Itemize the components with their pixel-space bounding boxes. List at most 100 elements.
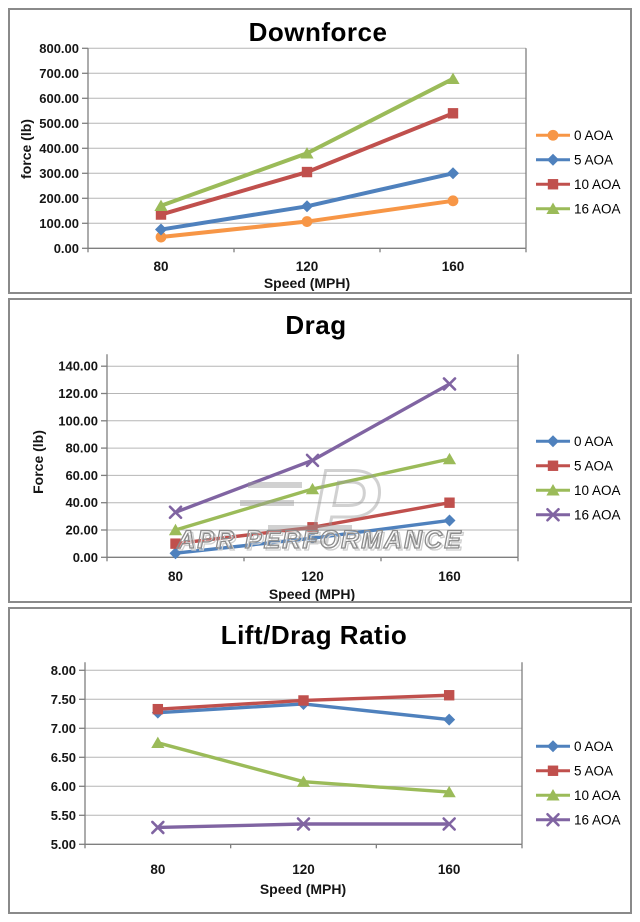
triangle-marker bbox=[546, 483, 560, 496]
series-line-10-aoa bbox=[159, 111, 455, 217]
x-category-label: 160 bbox=[438, 569, 461, 584]
triangle-marker bbox=[305, 482, 320, 494]
y-tick-label: 500.00 bbox=[39, 116, 79, 131]
diamond-marker bbox=[443, 713, 456, 726]
legend-item-0-aoa: 0 AOA bbox=[536, 128, 613, 143]
y-tick-label: 5.00 bbox=[51, 837, 76, 852]
x-category-label: 80 bbox=[150, 862, 165, 877]
x-category-label: 120 bbox=[292, 862, 315, 877]
legend-label: 10 AOA bbox=[574, 788, 621, 803]
y-tick-label: 40.00 bbox=[65, 495, 98, 510]
apr-performance-watermark: APR PERFORMANCE bbox=[176, 526, 463, 554]
drag-y-axis-title: Force (lb) bbox=[30, 430, 46, 494]
apr-performance-watermark-shadow: APR PERFORMANCE bbox=[178, 528, 465, 556]
downforce-x-axis-title: Speed (MPH) bbox=[264, 275, 350, 291]
triangle-marker bbox=[446, 72, 460, 84]
y-tick-label: 6.50 bbox=[51, 750, 76, 765]
lift-drag-ratio-chart-panel: 5.00 5.50 6.00 6.50 7.00 7.50 8.00 80 120 160 0 AO… bbox=[8, 607, 632, 915]
x-marker bbox=[546, 507, 560, 522]
y-tick-label: 20.00 bbox=[65, 522, 98, 537]
square-marker bbox=[301, 166, 313, 178]
triangle-marker bbox=[296, 775, 311, 788]
drag-title: Drag bbox=[285, 310, 346, 340]
y-tick-label: 700.00 bbox=[39, 66, 79, 81]
legend-label: 0 AOA bbox=[574, 433, 613, 448]
square-marker bbox=[298, 695, 309, 707]
triangle-marker bbox=[442, 786, 456, 798]
lift-drag-ratio-x-axis-title: Speed (MPH) bbox=[260, 881, 346, 897]
legend-label: 5 AOA bbox=[574, 152, 613, 167]
triangle-marker bbox=[442, 452, 457, 464]
diamond-marker bbox=[169, 546, 182, 559]
diamond-marker bbox=[301, 200, 313, 213]
apr-logo-watermark: P bbox=[240, 447, 382, 566]
diamond-marker bbox=[155, 223, 167, 236]
diamond-marker bbox=[443, 514, 456, 527]
square-marker bbox=[307, 521, 318, 533]
circle-marker bbox=[547, 129, 559, 141]
triangle-marker bbox=[168, 523, 183, 535]
triangle-marker bbox=[300, 147, 314, 159]
x-category-label: 80 bbox=[153, 259, 168, 274]
y-tick-label: 300.00 bbox=[39, 166, 79, 181]
downforce-plot-area: 0.00 100.00 200.00 300.00 400.00 500.00 600.00… bbox=[39, 41, 620, 274]
circle-marker bbox=[301, 216, 313, 227]
y-tick-label: 400.00 bbox=[39, 141, 79, 156]
y-tick-label: 0.00 bbox=[54, 241, 79, 256]
triangle-marker bbox=[151, 736, 165, 749]
downforce-chart: 0.00 100.00 200.00 300.00 400.00 500.00 600.00… bbox=[18, 17, 621, 291]
legend-label: 0 AOA bbox=[574, 739, 613, 754]
x-marker bbox=[296, 817, 311, 832]
diamond-marker bbox=[447, 167, 459, 180]
downforce-title: Downforce bbox=[249, 17, 388, 47]
x-category-label: 160 bbox=[442, 259, 465, 274]
square-marker bbox=[155, 209, 167, 220]
square-marker bbox=[547, 460, 559, 471]
y-tick-label: 100.00 bbox=[58, 413, 98, 428]
downforce-chart-panel: 0.00 100.00 200.00 300.00 400.00 500.00 600.00… bbox=[8, 8, 632, 294]
drag-x-axis-title: Speed (MPH) bbox=[269, 586, 355, 602]
y-tick-label: 8.00 bbox=[51, 663, 76, 678]
diamond-marker bbox=[547, 740, 559, 753]
x-category-label: 120 bbox=[296, 259, 319, 274]
square-marker bbox=[447, 108, 459, 119]
y-tick-label: 800.00 bbox=[39, 41, 79, 56]
downforce-y-axis-title: force (lb) bbox=[18, 119, 34, 179]
drag-plot-area: 0.00 20.00 40.00 60.00 80.00 100.00 120.00 140.… bbox=[58, 353, 621, 584]
triangle-marker bbox=[546, 202, 560, 214]
legend-item-10-aoa: 10 AOA bbox=[536, 482, 621, 497]
legend-item-5-aoa: 5 AOA bbox=[536, 152, 613, 167]
x-category-label: 80 bbox=[168, 569, 183, 584]
y-tick-label: 0.00 bbox=[73, 550, 98, 565]
legend-item-5-aoa: 5 AOA bbox=[536, 764, 613, 779]
drag-chart: 0.00 20.00 40.00 60.00 80.00 100.00 120.00 140.… bbox=[30, 310, 621, 602]
y-tick-label: 6.00 bbox=[51, 779, 76, 794]
legend-label: 10 AOA bbox=[574, 482, 621, 497]
x-marker bbox=[546, 813, 560, 827]
diamond-marker bbox=[547, 434, 559, 447]
circle-marker bbox=[155, 231, 167, 243]
diamond-marker bbox=[547, 153, 559, 166]
circle-marker bbox=[447, 195, 459, 207]
square-marker bbox=[444, 497, 455, 508]
y-tick-label: 600.00 bbox=[39, 91, 79, 106]
legend-label: 10 AOA bbox=[574, 177, 621, 192]
x-marker bbox=[305, 453, 320, 467]
x-marker bbox=[442, 376, 457, 391]
x-marker bbox=[442, 817, 456, 832]
triangle-marker bbox=[154, 199, 168, 211]
x-marker bbox=[168, 505, 183, 519]
legend-item-16-aoa: 16 AOA bbox=[536, 201, 621, 216]
y-tick-label: 200.00 bbox=[39, 191, 79, 206]
legend-item-0-aoa: 0 AOA bbox=[536, 433, 613, 448]
legend-label: 0 AOA bbox=[574, 128, 613, 143]
square-marker bbox=[443, 690, 455, 701]
legend-item-5-aoa: 5 AOA bbox=[536, 458, 613, 473]
y-tick-label: 80.00 bbox=[65, 440, 98, 455]
square-marker bbox=[547, 765, 559, 777]
y-tick-label: 7.50 bbox=[51, 692, 76, 707]
square-marker bbox=[152, 704, 164, 715]
drag-chart-panel: 0.00 20.00 40.00 60.00 80.00 100.00 120.00 140.… bbox=[8, 297, 632, 604]
x-category-label: 120 bbox=[301, 569, 324, 584]
y-tick-label: 100.00 bbox=[39, 216, 79, 231]
